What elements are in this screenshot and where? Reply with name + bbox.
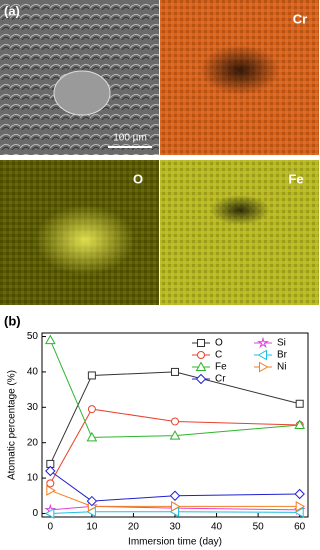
legend-marker [195,361,207,371]
legend-label: Br [277,350,288,361]
legend-marker [195,373,207,385]
marker [295,399,304,408]
y-axis-label: Atomatic percentage (%) [7,370,18,480]
map-label: Fe [288,171,303,186]
o-bright [35,205,135,275]
panel-label: (a) [4,3,20,18]
series-line [50,511,300,514]
marker [294,488,305,500]
y-tick-label: 0 [32,508,38,519]
map-label: Cr [293,11,307,26]
sem-feature [53,70,111,116]
x-tick-label: 10 [86,522,98,533]
marker [294,419,306,429]
map-noise [160,160,319,305]
legend-marker [257,349,267,361]
scale-label: 100 µm [113,133,147,144]
series-line [50,489,300,507]
legend-label: Ni [277,362,286,373]
legend-marker [197,339,205,347]
marker [44,334,56,345]
y-tick-label: 40 [27,367,39,378]
panel-label: (b) [4,313,21,328]
series-line [50,470,300,502]
legend-label: Si [277,338,286,349]
marker [44,508,55,519]
y-tick-label: 30 [27,402,39,413]
marker [295,501,306,512]
marker [171,367,179,376]
x-tick-label: 0 [48,522,54,533]
marker [86,431,98,442]
y-tick-label: 50 [27,331,39,342]
legend-label: Cr [215,374,226,385]
x-axis-label: Immersion time (day) [128,537,222,548]
y-tick-label: 10 [27,473,39,484]
legend-label: C [215,350,222,361]
legend-label: Fe [215,362,227,373]
legend-marker [256,336,270,349]
marker [169,490,181,501]
legend-marker [197,351,205,359]
marker [87,371,96,380]
panel-a: (a) Cr O Fe 100 µm [0,0,319,305]
marker [45,465,56,477]
marker [46,485,56,496]
cr-dark [200,45,280,95]
marker [87,405,96,414]
series-line [50,505,300,511]
marker [46,479,55,488]
marker [169,430,181,440]
x-tick-label: 30 [169,522,181,533]
y-tick-label: 20 [27,437,39,448]
series-line [49,339,300,438]
map-label: O [133,171,143,186]
marker [86,495,98,507]
legend-marker [259,361,269,373]
x-tick-label: 50 [253,522,265,533]
x-tick-label: 60 [294,522,306,533]
marker [171,417,179,426]
fe-dark [210,195,270,225]
series-line [49,371,300,465]
x-tick-label: 20 [128,522,140,533]
marker [171,501,181,512]
x-tick-label: 40 [211,522,223,533]
marker [294,507,304,518]
legend-label: O [215,338,223,349]
series-line [49,408,300,484]
